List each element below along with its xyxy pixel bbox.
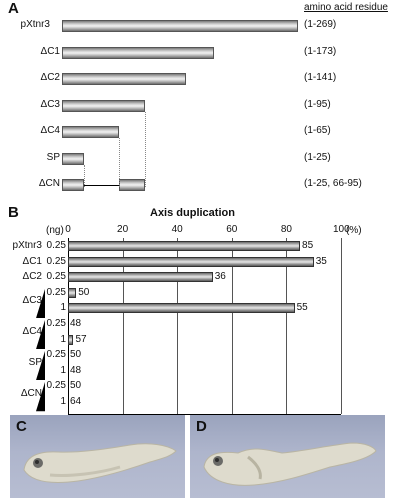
x-tick-label: 20 [117,224,129,235]
dose-wedge-icon [36,320,45,350]
sample-size-label: 50 [70,380,82,392]
data-bar [68,334,74,345]
embryo-d-illustration [203,442,377,486]
chart-title: Axis duplication [150,207,235,219]
panel-a-letter: A [8,0,19,17]
data-bar [68,287,77,298]
panel-c-letter: C [16,418,27,435]
data-bar [68,241,301,251]
dose-label: 0.25 [46,286,66,298]
guide-line-c3 [145,111,147,187]
grid-line [177,238,179,414]
construct-name: ΔC1 [40,45,60,57]
construct-bar [62,46,214,59]
panel-b-letter: B [8,204,19,221]
construct-name: SP [46,151,60,163]
construct-bar [62,99,146,112]
sample-size-label: 50 [78,286,90,298]
amino-acid-header: amino acid residue [304,2,388,13]
sample-size-label: 55 [296,302,308,314]
construct-bar-segment [119,179,146,191]
construct-range: (1-269) [304,19,337,30]
group-label: ΔC1 [22,255,42,267]
sample-size-label: 57 [75,333,87,345]
dose-label: 1 [60,333,66,345]
group-label: SP [28,357,42,368]
dose-label: 0.25 [46,240,66,251]
x-tick-label: 100 [333,224,350,235]
group-label: pXtnr3 [12,240,42,251]
construct-bar-segment [62,179,84,191]
dose-label: 0.25 [46,318,66,329]
dose-wedge-icon [36,382,45,412]
grid-line [286,238,288,414]
group-label: ΔC3 [22,294,42,306]
construct-bar [62,20,298,32]
data-bar [68,256,314,267]
x-tick-label: 80 [280,224,292,235]
x-tick-label: 60 [226,224,238,235]
construct-name: ΔC4 [40,125,60,136]
dose-label: 0.25 [46,380,66,392]
grid-line [122,238,124,414]
guide-line-sp [83,164,85,187]
y-axis-line [68,238,69,414]
construct-bar [62,73,186,85]
grid-line [231,238,233,414]
construct-name: pXtnr3 [20,19,50,30]
construct-bar [62,126,120,138]
embryo-photo-c: C [10,415,185,498]
sample-size-label: 48 [70,318,82,329]
sample-size-label: 50 [70,349,82,361]
sample-size-label: 64 [70,396,82,407]
dose-label: 0.25 [46,271,66,283]
construct-range: (1-173) [304,45,337,57]
x-tick-label: 0 [65,224,71,235]
dose-label: 1 [60,302,66,314]
data-bar [68,303,295,314]
dose-label: 1 [60,396,66,407]
panel-d-letter: D [196,418,207,435]
x-tick-label: 40 [171,224,183,235]
construct-range: (1-65) [304,125,331,136]
group-label: ΔC4 [22,325,42,337]
construct-name: ΔC3 [40,98,60,110]
embryo-c-illustration [23,443,177,483]
deletion-line [83,185,120,186]
sample-size-label: 36 [214,271,226,283]
construct-name: ΔCN [38,178,60,189]
embryo-photo-d: D [190,415,385,498]
dose-wedge-icon [36,351,45,381]
construct-name: ΔC2 [40,72,60,83]
data-bar [68,272,213,283]
dose-label: 0.25 [46,349,66,361]
dose-unit-label: (ng) [46,225,64,236]
dose-wedge-icon [36,288,45,318]
dose-label: 0.25 [46,255,66,267]
percent-unit-label: (%) [346,225,362,236]
sample-size-label: 48 [70,364,82,376]
guide-line-c4 [119,138,121,187]
dose-label: 1 [60,364,66,376]
group-label: ΔCN [20,388,42,400]
sample-size-label: 35 [315,255,327,267]
sample-size-label: 85 [302,240,314,251]
x-axis-line [68,413,341,415]
construct-range: (1-25, 66-95) [304,178,362,189]
construct-range: (1-141) [304,72,337,83]
construct-bar [62,152,84,165]
group-label: ΔC2 [22,271,42,283]
grid-line [341,238,342,414]
construct-range: (1-95) [304,98,331,110]
construct-range: (1-25) [304,151,331,163]
